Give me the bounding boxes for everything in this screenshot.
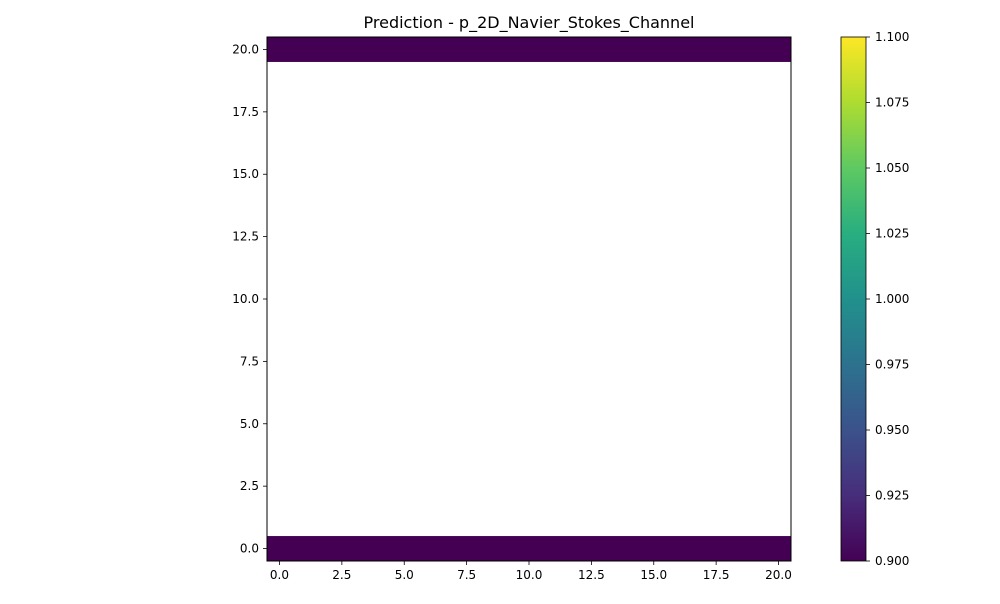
x-tick-label: 2.5 [332, 568, 351, 582]
x-tick-label: 20.0 [765, 568, 792, 582]
y-axis: 0.0 2.5 5.0 7.5 10.0 12.5 15.0 17.5 20.0 [232, 42, 267, 556]
y-tick-label: 20.0 [232, 42, 259, 56]
colorbar-tick-label: 1.075 [875, 96, 909, 110]
plot-area [266, 36, 792, 562]
y-tick-label: 10.0 [232, 292, 259, 306]
colorbar-tick-label: 0.950 [875, 423, 909, 437]
heatmap-cell [267, 37, 791, 62]
colorbar-tick-label: 1.100 [875, 30, 909, 44]
colorbar-tick-label: 1.000 [875, 292, 909, 306]
colorbar-tick-label: 0.975 [875, 358, 909, 372]
y-tick-label: 7.5 [240, 354, 259, 368]
x-axis: 0.0 2.5 5.0 7.5 10.0 12.5 15.0 17.5 20.0 [270, 561, 792, 582]
y-tick-label: 12.5 [232, 230, 259, 244]
x-tick-label: 0.0 [270, 568, 289, 582]
x-tick-label: 5.0 [395, 568, 414, 582]
colorbar-tick-label: 0.900 [875, 554, 909, 568]
x-tick-label: 10.0 [516, 568, 543, 582]
colorbar-tick-label: 0.925 [875, 489, 909, 503]
y-tick-label: 17.5 [232, 105, 259, 119]
chart-title: Prediction - p_2D_Navier_Stokes_Channel [364, 13, 695, 33]
y-tick-label: 2.5 [240, 479, 259, 493]
x-tick-label: 17.5 [703, 568, 730, 582]
plot-frame [266, 36, 792, 562]
y-tick-label: 15.0 [232, 167, 259, 181]
x-tick-label: 7.5 [457, 568, 476, 582]
y-tick-label: 5.0 [240, 417, 259, 431]
x-tick-label: 15.0 [640, 568, 667, 582]
colorbar-tick-label: 1.025 [875, 227, 909, 241]
colorbar: 0.900 0.925 0.950 0.975 1.000 1.025 1.050 1.075… [840, 30, 909, 568]
heatmap-cell [267, 536, 791, 561]
y-tick-label: 0.0 [240, 542, 259, 556]
colorbar-gradient [840, 36, 867, 562]
colorbar-tick-label: 1.050 [875, 161, 909, 175]
x-tick-label: 12.5 [578, 568, 605, 582]
